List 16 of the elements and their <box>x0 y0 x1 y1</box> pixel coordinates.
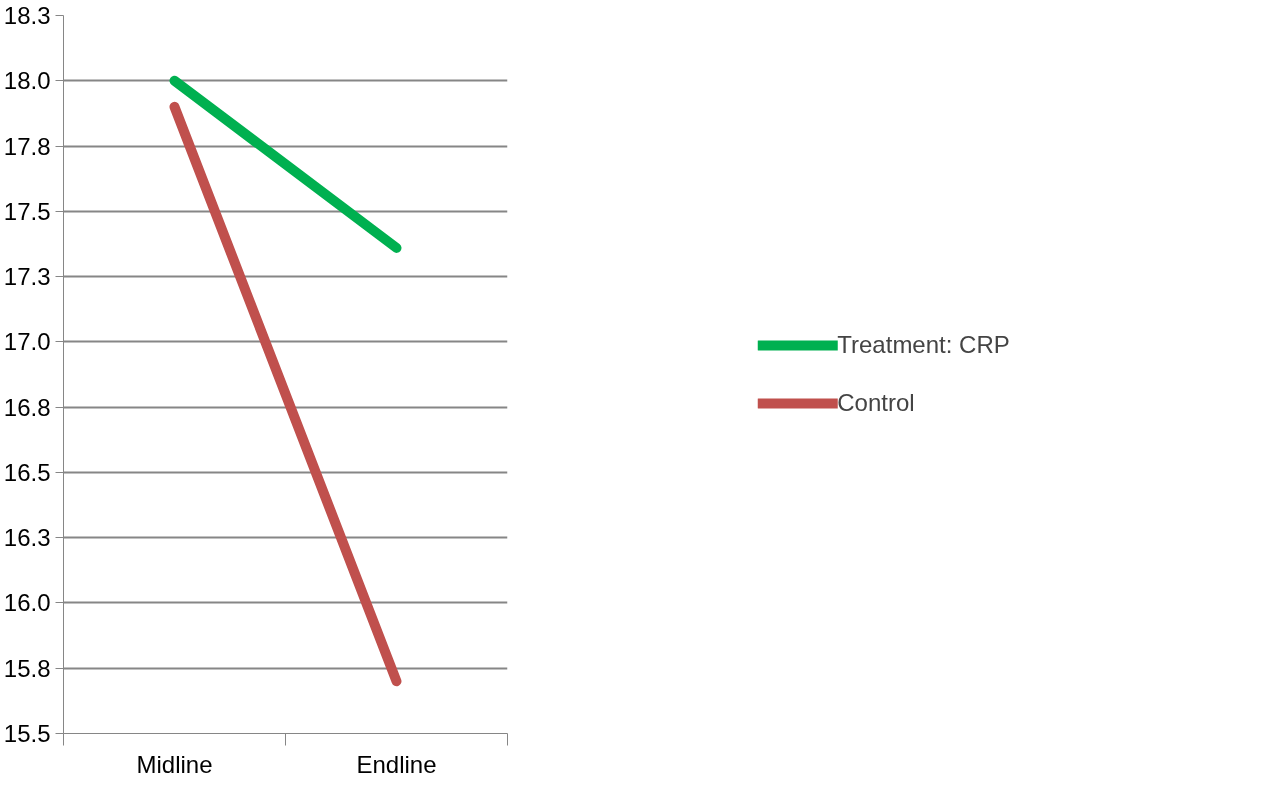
legend-label: Control <box>837 389 915 417</box>
y-tick-label: 17.0 <box>3 328 51 356</box>
y-tick-label: 16.0 <box>3 589 51 617</box>
y-tick-label: 17.8 <box>3 132 51 160</box>
y-tick-label: 17.3 <box>3 263 51 291</box>
x-tick-label: Endline <box>356 750 437 778</box>
y-tick-label: 16.8 <box>3 393 51 421</box>
y-tick-label: 18.0 <box>3 67 51 95</box>
y-tick-label: 17.5 <box>3 197 51 225</box>
x-tick-label: Midline <box>136 750 213 778</box>
legend-label: Treatment: CRP <box>837 331 1010 359</box>
y-tick-label: 15.5 <box>3 720 51 747</box>
y-tick-label: 18.3 <box>3 2 51 29</box>
y-tick-label: 16.3 <box>3 524 51 552</box>
y-tick-label: 15.8 <box>3 654 51 682</box>
y-tick-label: 16.5 <box>3 458 51 486</box>
